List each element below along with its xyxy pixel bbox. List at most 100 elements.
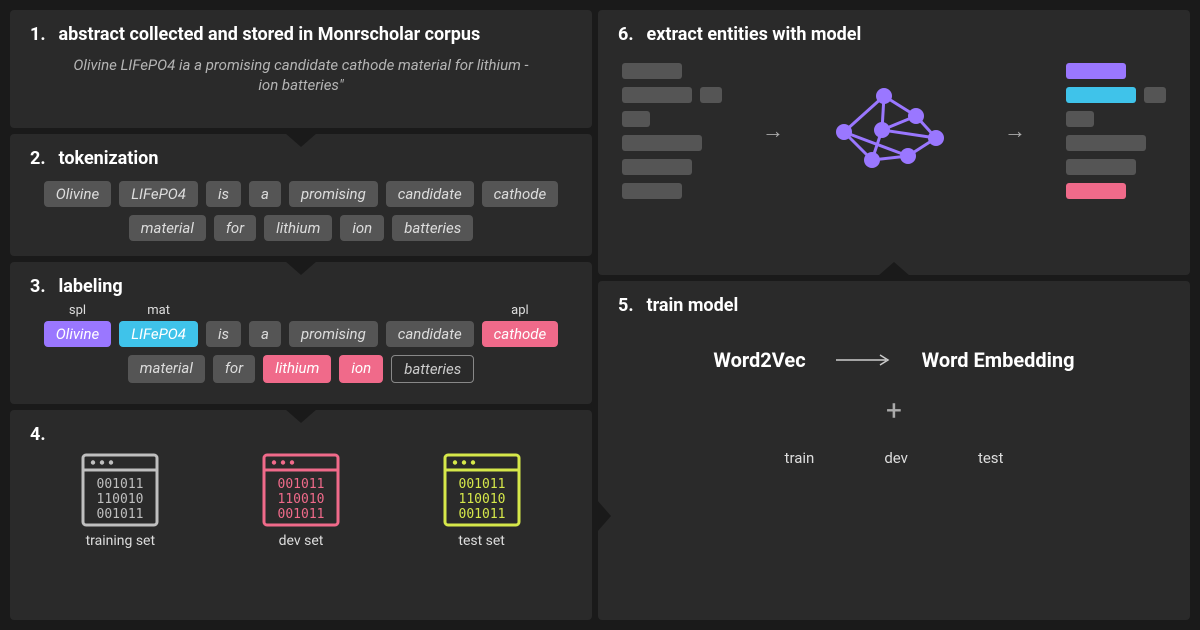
svg-text:110010: 110010	[97, 492, 144, 507]
token: candidate	[386, 181, 474, 207]
step5-sets: train dev test	[618, 449, 1170, 467]
token: LIFePO4	[119, 181, 198, 207]
panel-step1: 1. abstract collected and stored in Monr…	[10, 10, 592, 128]
step3-title: 3. labeling	[30, 276, 572, 297]
set-label: test	[978, 449, 1004, 467]
bar	[1066, 183, 1126, 199]
network-graph-icon	[824, 76, 964, 186]
bar	[622, 159, 692, 175]
connector-notch	[878, 262, 910, 276]
bar-row	[1066, 135, 1166, 151]
svg-text:110010: 110010	[458, 492, 505, 507]
step1-title: 1. abstract collected and stored in Monr…	[30, 24, 572, 45]
step3-row2: materialforlithiumionbatteries	[30, 355, 572, 383]
step4-title: 4.	[30, 424, 572, 445]
plus-icon: +	[618, 394, 1170, 427]
svg-text:001011: 001011	[278, 477, 325, 492]
svg-text:001011: 001011	[458, 477, 505, 492]
bar	[622, 87, 692, 103]
panel-step5: 5. train model Word2Vec Word Embedding +…	[598, 281, 1190, 620]
dataset-icon: 001011 110010 001011 test set	[441, 451, 523, 549]
svg-text:110010: 110010	[278, 492, 325, 507]
word-embedding-label: Word Embedding	[922, 348, 1075, 372]
panel-step3: 3. labeling OlivinesplLIFePO4matisapromi…	[10, 262, 592, 404]
svg-text:001011: 001011	[278, 507, 325, 522]
bar-row	[622, 87, 722, 103]
labeled-token: material	[128, 355, 205, 383]
bar-row	[622, 63, 722, 79]
arrow-icon: →	[1004, 118, 1026, 144]
step6-title: 6. extract entities with model	[618, 24, 1170, 45]
word2vec-label: Word2Vec	[713, 348, 805, 372]
labeled-token: LIFePO4mat	[119, 321, 198, 347]
svg-text:001011: 001011	[97, 477, 144, 492]
svg-text:001011: 001011	[97, 507, 144, 522]
labeled-token: for	[213, 355, 255, 383]
token-tag: mat	[119, 303, 198, 318]
step2-title: 2. tokenization	[30, 148, 572, 169]
labeled-token: Olivinespl	[44, 321, 111, 347]
labeled-token: cathodeapl	[482, 321, 559, 347]
token: a	[249, 181, 281, 207]
step5-title: 5. train model	[618, 295, 1170, 316]
bar-row	[1066, 159, 1166, 175]
dataset-label: test set	[441, 533, 523, 549]
step3-row1: OlivinesplLIFePO4matisapromisingcandidat…	[30, 321, 572, 347]
bar-row	[622, 111, 722, 127]
connector-notch	[597, 500, 611, 532]
token: Olivine	[44, 181, 111, 207]
bar	[622, 135, 702, 151]
token: for	[214, 215, 256, 241]
token: lithium	[264, 215, 332, 241]
token: cathode	[482, 181, 559, 207]
bar-row	[1066, 183, 1166, 199]
token: is	[206, 181, 241, 207]
labeled-token: is	[206, 321, 241, 347]
bar	[1066, 111, 1094, 127]
token: ion	[340, 215, 384, 241]
bar	[1144, 87, 1166, 103]
bar-row	[622, 135, 722, 151]
dataset-icon: 001011 110010 001011 training set	[79, 451, 161, 549]
step5-row: Word2Vec Word Embedding	[618, 348, 1170, 372]
bar	[1066, 87, 1136, 103]
bar	[700, 87, 722, 103]
step4-datasets: 001011 110010 001011 training set 001011…	[30, 451, 572, 549]
set-label: train	[785, 449, 815, 467]
token: promising	[289, 181, 378, 207]
labeled-token: ion	[339, 355, 383, 383]
labeled-token: candidate	[386, 321, 474, 347]
dataset-label: training set	[79, 533, 161, 549]
set-label: dev	[884, 449, 908, 467]
bar	[622, 111, 650, 127]
bar	[1066, 63, 1126, 79]
labeled-token: a	[249, 321, 281, 347]
bar-row	[622, 159, 722, 175]
bar-row	[622, 183, 722, 199]
dataset-label: dev set	[260, 533, 342, 549]
token: material	[129, 215, 206, 241]
bar	[622, 63, 682, 79]
bar	[1066, 159, 1136, 175]
token-tag: apl	[482, 303, 559, 318]
step2-tokens: Olivine LIFePO4 isa promising candidate catho…	[30, 181, 572, 241]
step6-right-bars	[1066, 63, 1166, 199]
token: batteries	[392, 215, 473, 241]
arrow-icon	[834, 353, 894, 367]
dataset-icon: 001011 110010 001011 dev set	[260, 451, 342, 549]
step1-quote: Olivine LIFePO4 ia a promising candidate…	[70, 55, 532, 96]
panel-step4: 4. 001011 110010 001011 training set 001…	[10, 410, 592, 620]
bar-row	[1066, 87, 1166, 103]
bar-row	[1066, 63, 1166, 79]
connector-notch	[285, 409, 317, 423]
panel-step2: 2. tokenization Olivine LIFePO4 isa promisi…	[10, 134, 592, 256]
step6-body: → →	[618, 63, 1170, 199]
arrow-icon: →	[762, 118, 784, 144]
step6-left-bars	[622, 63, 722, 199]
panel-step6: 6. extract entities with model → →	[598, 10, 1190, 275]
labeled-token: lithium	[263, 355, 331, 383]
bar	[622, 183, 682, 199]
svg-text:001011: 001011	[458, 507, 505, 522]
connector-notch	[285, 261, 317, 275]
bar-row	[1066, 111, 1166, 127]
